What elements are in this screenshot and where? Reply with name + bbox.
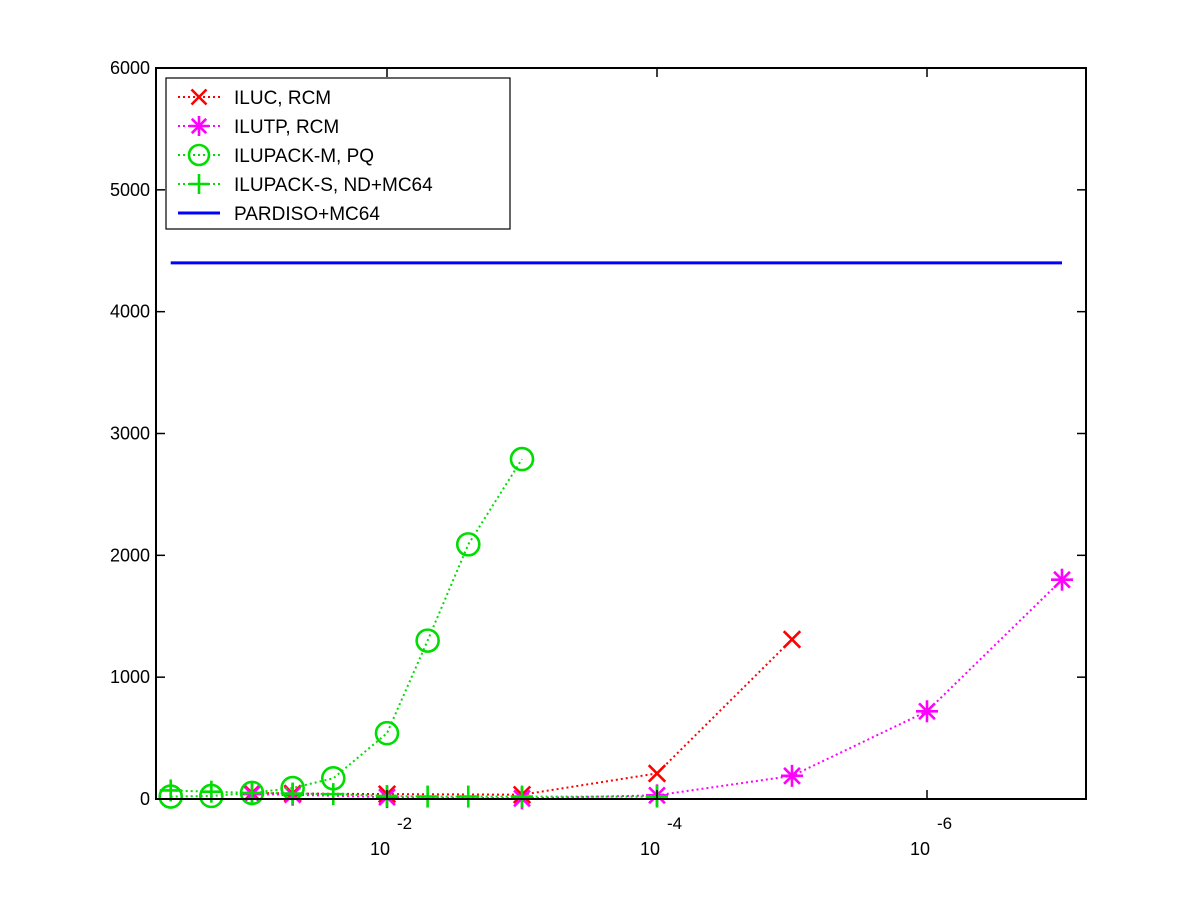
y-tick-label: 2000: [110, 545, 150, 565]
data-point-ilupack-m-pq-6: [415, 628, 440, 653]
legend-item-ilupack-m-pq: ILUPACK-M, PQ: [178, 143, 374, 167]
legend-box: [165, 77, 511, 230]
legend-item-ilutp-rcm: ILUTP, RCM: [178, 116, 339, 138]
y-tick-label: 6000: [110, 58, 150, 78]
legend-label-pardiso-mc64: PARDISO+MC64: [234, 204, 380, 225]
data-point-ilupack-s-nd-mc64-4: [322, 783, 345, 806]
series-layer: [158, 261, 1073, 810]
data-point-ilupack-s-nd-mc64-7: [457, 785, 480, 808]
x-tick-label-base: 10: [370, 839, 390, 859]
legend: ILUC, RCM ILUTP, RCM ILUPACK-M, PQ ILUPACK-…: [165, 77, 511, 230]
data-point-ilupack-m-pq-5: [374, 720, 400, 746]
data-point-ilutp-rcm-6: [916, 700, 938, 723]
data-point-ilupack-s-nd-mc64-3: [281, 782, 304, 805]
data-point-ilupack-s-nd-mc64-6: [416, 785, 439, 808]
series-ilupack-s-nd-mc64: [159, 779, 668, 808]
x-tick-label-exponent: -4: [667, 814, 682, 833]
data-point-ilutp-rcm-5: [781, 764, 803, 787]
y-tick-label: 4000: [110, 302, 150, 322]
data-point-ilupack-m-pq-7: [455, 532, 481, 557]
y-tick-label: 5000: [110, 180, 150, 200]
data-point-ilupack-s-nd-mc64-2: [241, 781, 263, 804]
x-tick-label-exponent: -6: [937, 814, 952, 833]
data-point-iluc-rcm-4: [647, 764, 667, 783]
data-point-ilutp-rcm-7: [1051, 568, 1073, 591]
series-line-ilutp-rcm: [251, 578, 1063, 800]
legend-label-ilupack-m-pq: ILUPACK-M, PQ: [234, 146, 374, 167]
series-line-ilupack-m-pq: [170, 458, 523, 798]
y-tick-label: 1000: [110, 667, 150, 687]
x-tick-label-base: 10: [640, 839, 660, 859]
legend-label-iluc-rcm: ILUC, RCM: [234, 88, 331, 109]
legend-item-ilupack-s-nd-mc64: ILUPACK-S, ND+MC64: [178, 174, 433, 196]
legend-item-pardiso-mc64: PARDISO+MC64: [178, 204, 380, 225]
x-tick-label-base: 10: [910, 839, 930, 859]
y-tick-label: 0: [140, 789, 150, 809]
data-point-ilupack-s-nd-mc64-0: [159, 779, 182, 802]
x-tick-label-exponent: -2: [397, 814, 412, 833]
y-tick-label: 3000: [110, 424, 150, 444]
legend-label-ilutp-rcm: ILUTP, RCM: [234, 117, 339, 138]
legend-item-iluc-rcm: ILUC, RCM: [178, 88, 331, 109]
legend-marker-iluc-rcm: [190, 88, 208, 106]
series-line-ilupack-s-nd-mc64: [170, 789, 657, 798]
legend-label-ilupack-s-nd-mc64: ILUPACK-S, ND+MC64: [234, 175, 433, 196]
data-point-iluc-rcm-5: [782, 630, 802, 649]
legend-marker-ilupack-m-pq: [187, 143, 211, 167]
axes-layer: 0 1000 2000 3000 4000 5000 6000 10 -2 10 -4 10 -6: [110, 58, 1087, 859]
data-point-ilupack-m-pq-8: [509, 446, 535, 472]
data-point-ilupack-s-nd-mc64-8: [511, 785, 533, 808]
legend-marker-ilutp-rcm: [189, 116, 209, 136]
legend-marker-ilupack-s-nd-mc64: [189, 174, 209, 194]
